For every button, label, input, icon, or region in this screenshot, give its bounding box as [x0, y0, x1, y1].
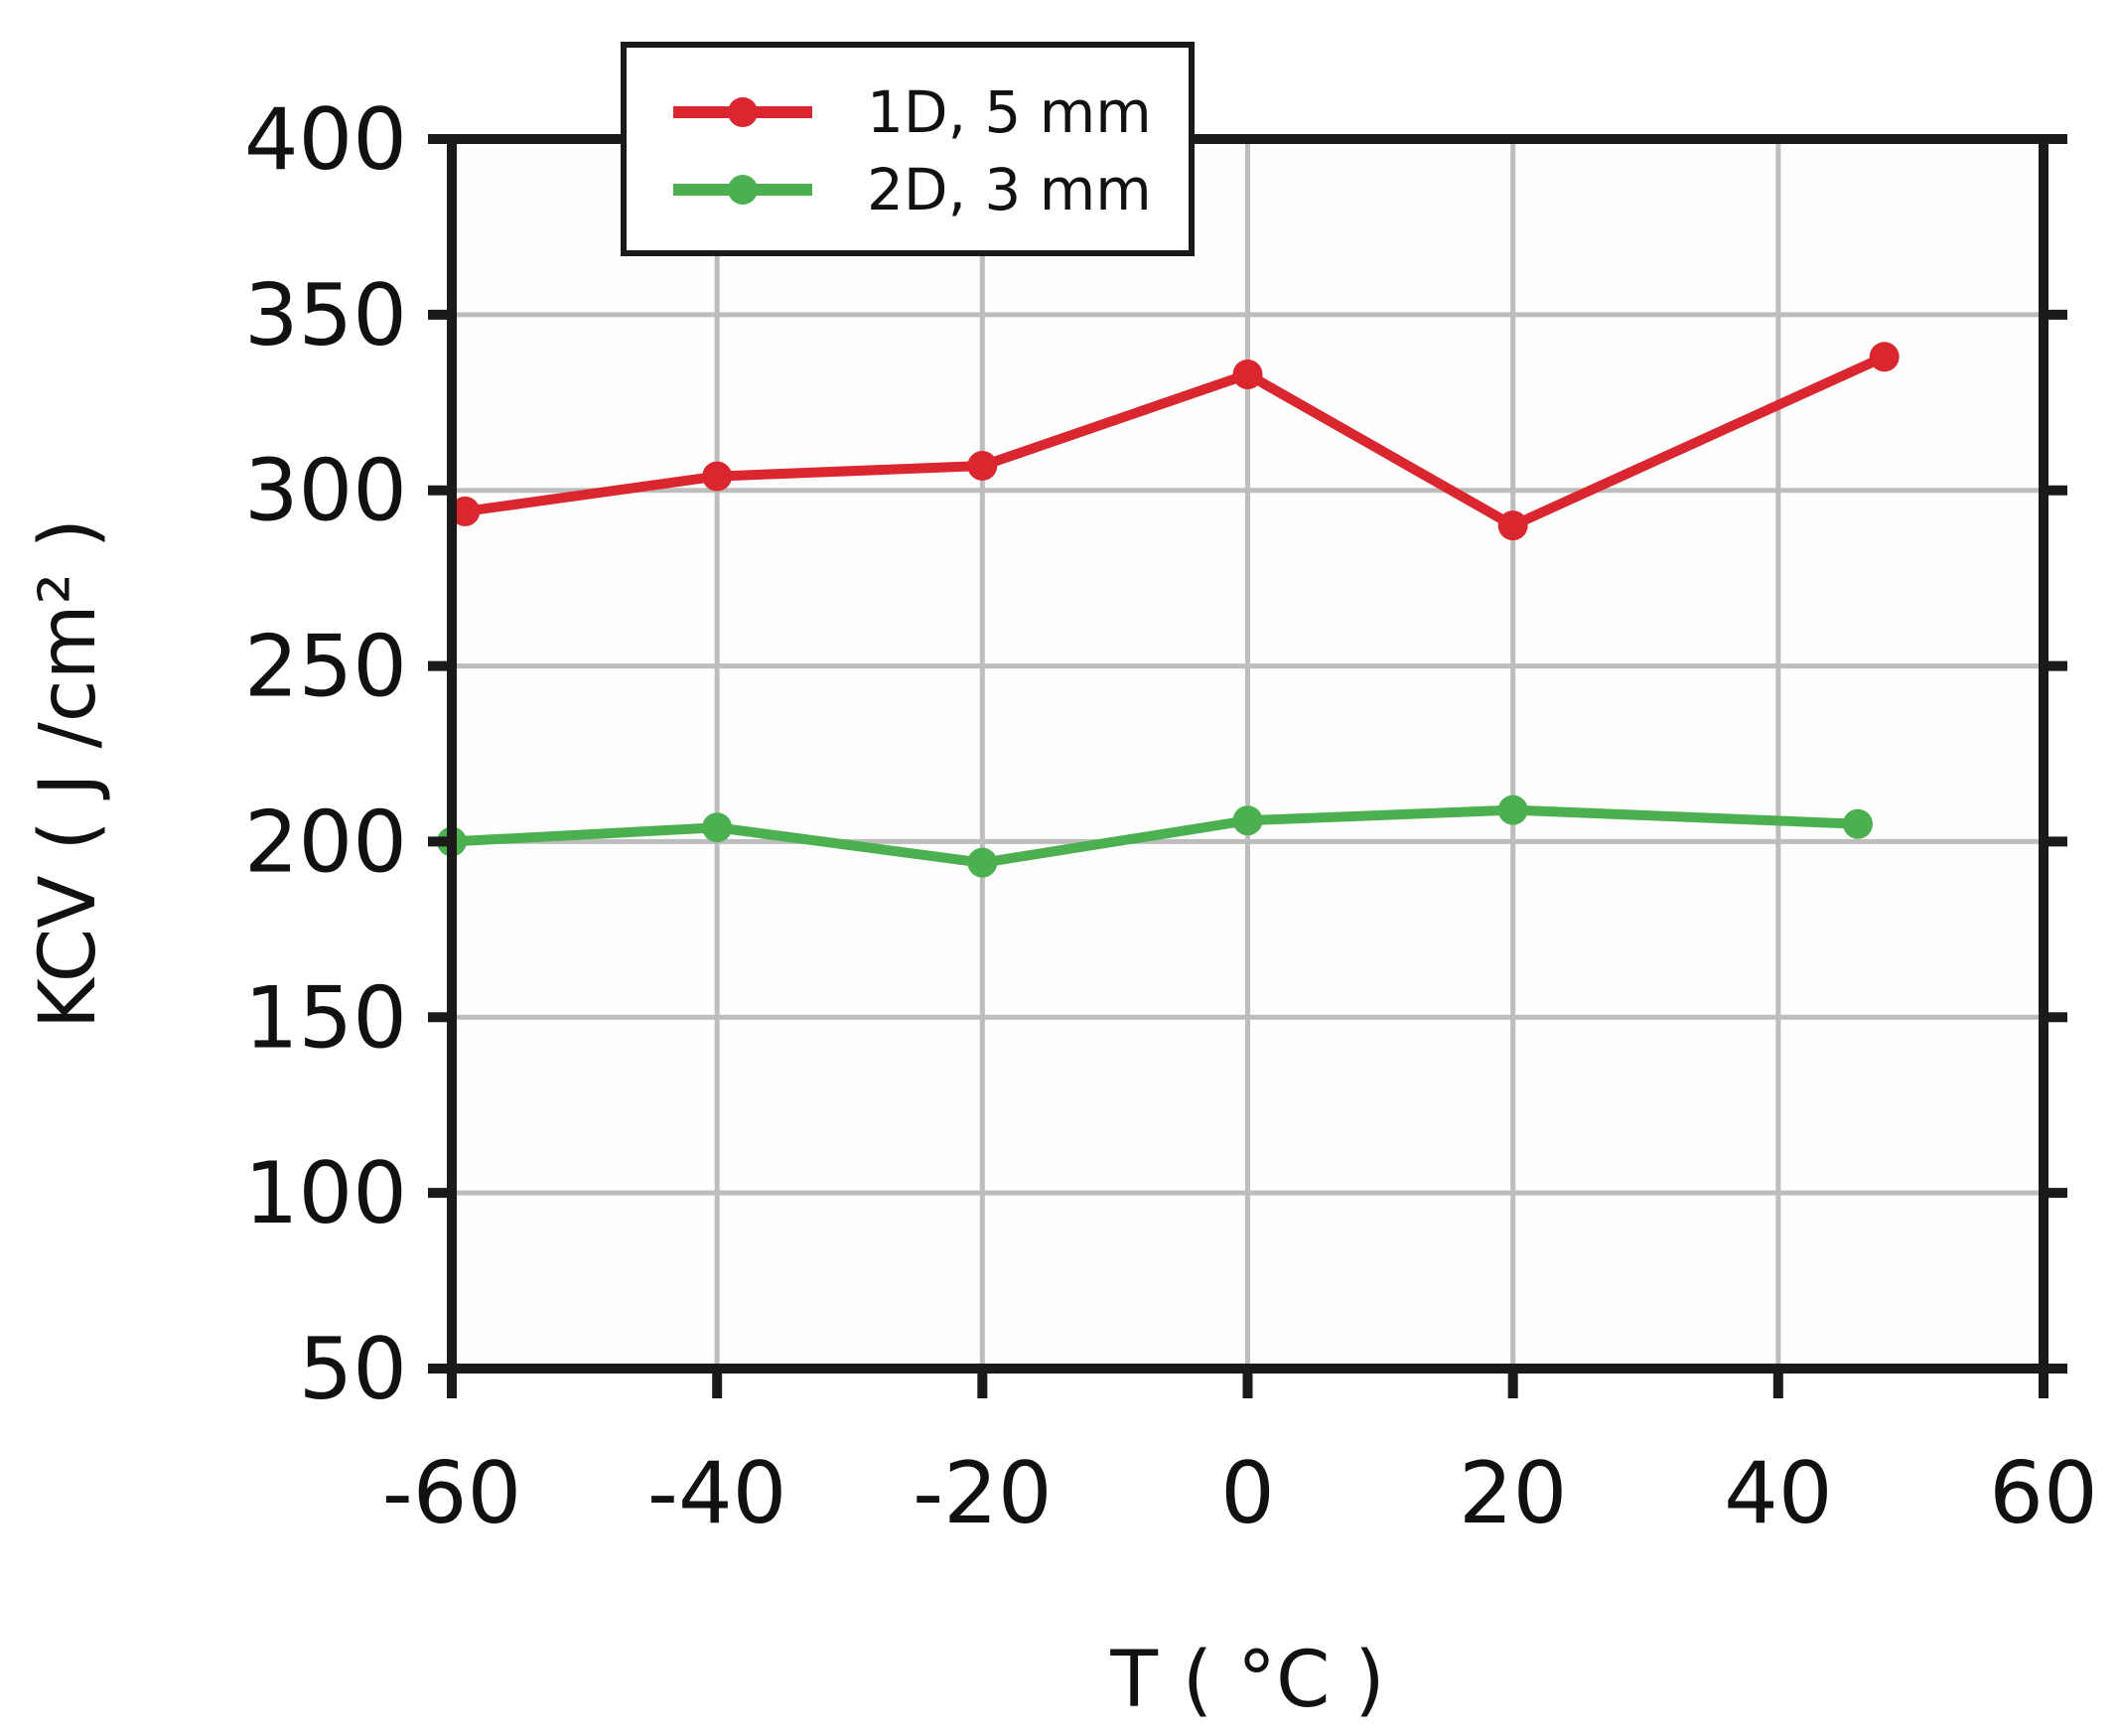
y-tick-label: 350 [244, 266, 407, 365]
series-2-point [1232, 805, 1263, 836]
x-axis-title: T ( °C ) [1109, 1636, 1384, 1725]
ticks [428, 134, 2067, 1398]
series-1-point [1232, 359, 1263, 389]
legend-label-2: 2D, 3 mm [867, 156, 1152, 223]
series-1-point [702, 461, 733, 492]
series-1-point [1869, 342, 1900, 372]
y-tick-label: 250 [244, 618, 407, 717]
series-2-point [702, 812, 733, 843]
x-tick-label: -40 [647, 1444, 786, 1543]
x-tick-label: 20 [1459, 1444, 1567, 1543]
legend: 1D, 5 mm 2D, 3 mm [621, 42, 1195, 256]
x-tick-label: -60 [382, 1444, 521, 1543]
series-layer [437, 342, 1900, 878]
x-tick-label: 0 [1220, 1444, 1275, 1543]
series-2-point [1842, 808, 1873, 839]
legend-box [621, 42, 1195, 256]
series-2-point [967, 847, 998, 878]
legend-marker-1 [728, 97, 758, 127]
series-2-line [451, 804, 1859, 868]
series-1 [450, 342, 1900, 541]
legend-marker-2 [728, 175, 758, 205]
series-2 [437, 795, 1873, 878]
tick-labels: 50 100 150 200 250 300 350 400 -60 -40 -20 0 20 40 60 [244, 90, 2098, 1543]
y-tick-label: 300 [244, 442, 407, 541]
series-2-point [1497, 795, 1528, 825]
series-1-line [464, 352, 1887, 531]
series-1-point [967, 450, 998, 481]
y-tick-label: 200 [244, 793, 407, 892]
x-tick-label: 60 [1989, 1444, 2097, 1543]
x-tick-label: -20 [913, 1444, 1052, 1543]
x-tick-label: 40 [1724, 1444, 1832, 1543]
y-tick-label: 50 [299, 1320, 407, 1419]
legend-label-1: 1D, 5 mm [867, 78, 1152, 146]
legend-entry-2: 2D, 3 mm [673, 156, 1152, 223]
legend-entry-1: 1D, 5 mm [673, 78, 1152, 146]
series-1-point [1497, 510, 1528, 541]
y-tick-label: 100 [244, 1144, 407, 1243]
y-tick-label: 150 [244, 968, 407, 1068]
y-tick-label: 400 [244, 90, 407, 190]
y-axis-title: KCV ( J /cm² ) [24, 518, 113, 1029]
series-1-point [450, 496, 481, 526]
